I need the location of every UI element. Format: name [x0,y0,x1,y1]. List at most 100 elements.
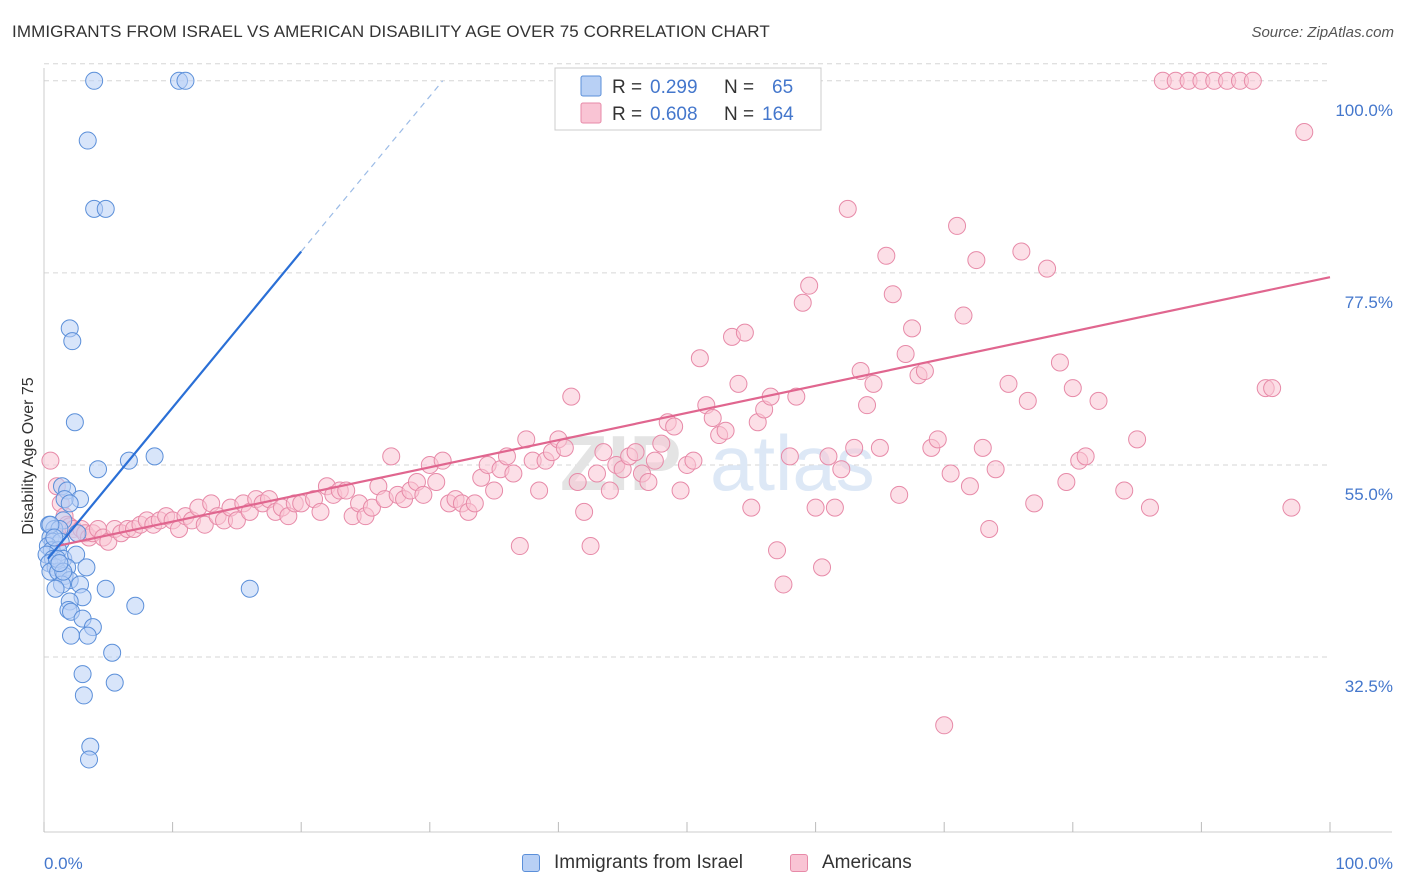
americans-point-153 [1012,242,1031,261]
stats-r-value-israel: 0.299 [650,77,698,98]
stats-r-label-americans: R = [612,104,642,125]
americans-point-149 [973,438,992,457]
israel-point-53 [78,626,97,645]
y-tick-label-3: 100.0% [1335,101,1393,120]
israel-point-9 [89,460,108,479]
stats-r-value-americans: 0.608 [650,104,698,125]
americans-point-138 [903,319,922,338]
tick-labels: 32.5% 55.0% 77.5% 100.0% 0.0% 100.0% [44,101,1393,873]
americans-point-99 [652,434,671,453]
americans-point-86 [568,473,587,492]
israel-point-35 [77,558,96,577]
chart-title: IMMIGRANTS FROM ISRAEL VS AMERICAN DISAB… [12,22,770,41]
americans-point-147 [960,477,979,496]
americans-point-134 [877,246,896,265]
stats-n-label-israel: N = [724,77,754,98]
americans-point-124 [813,558,832,577]
legend-swatch-israel [522,854,540,872]
israel-point-16 [60,494,79,513]
americans-point-97 [639,473,658,492]
americans-point-95 [626,443,645,462]
americans-point-64 [427,473,446,492]
americans-point-135 [883,285,902,304]
israel-point-44 [240,579,259,598]
americans-point-88 [581,537,600,556]
americans-point-118 [774,575,793,594]
israel-point-42 [46,579,65,598]
legend-label-israel: Immigrants from Israel [554,852,743,873]
americans-point-176 [1282,498,1301,517]
americans-point-112 [735,323,754,342]
israel-point-57 [74,686,93,705]
israel-trend-extension [300,80,444,252]
israel-point-43 [96,579,115,598]
americans-point-129 [845,438,864,457]
americans-point-109 [716,421,735,440]
americans-point-158 [1057,473,1076,492]
israel-point-5 [96,199,115,218]
americans-point-173 [1243,71,1262,90]
americans-point-57 [382,447,401,466]
legend-item-israel: Immigrants from Israel [522,852,743,874]
americans-point-140 [915,362,934,381]
americans-point-157 [1050,353,1069,372]
americans-point-0 [41,451,60,470]
americans-point-133 [870,438,889,457]
americans-point-54 [362,498,381,517]
americans-point-137 [896,344,915,363]
americans-point-104 [684,451,703,470]
americans-point-80 [530,481,549,500]
israel-point-52 [62,626,81,645]
americans-point-152 [999,374,1018,393]
stats-swatch-israel [580,75,602,97]
axes [43,68,1392,833]
x-tick-label-0: 0.0% [44,854,83,873]
source-label: Source: ZipAtlas.com [1251,24,1394,41]
y-tick-label-2: 77.5% [1345,293,1393,312]
americans-point-89 [587,464,606,483]
americans-point-162 [1089,391,1108,410]
americans-point-84 [555,438,574,457]
israel-point-7 [63,332,82,351]
israel-point-0 [85,71,104,90]
legend-label-americans: Americans [822,852,912,873]
americans-point-155 [1025,494,1044,513]
israel-point-8 [65,413,84,432]
americans-point-102 [671,481,690,500]
americans-point-128 [838,199,857,218]
americans-point-119 [780,447,799,466]
trend-lines [47,80,1331,560]
americans-point-34 [227,511,246,530]
israel-point-55 [73,665,92,684]
israel-point-59 [80,750,99,769]
americans-point-121 [793,293,812,312]
americans-point-90 [594,443,613,462]
americans-point-150 [980,519,999,538]
americans-point-126 [825,498,844,517]
americans-point-148 [967,251,986,270]
americans-point-131 [858,396,877,415]
americans-point-136 [890,485,909,504]
americans-point-117 [768,541,787,560]
israel-point-11 [145,447,164,466]
americans-point-107 [703,408,722,427]
stats-n-value-israel: 65 [772,77,793,98]
americans-point-159 [1063,379,1082,398]
israel-point-56 [105,673,124,692]
americans-point-77 [510,537,529,556]
americans-point-146 [954,306,973,325]
israel-point-3 [78,131,97,150]
americans-point-87 [575,502,594,521]
americans-point-76 [504,464,523,483]
americans-point-101 [665,417,684,436]
americans-point-156 [1038,259,1057,278]
israel-point-54 [103,643,122,662]
americans-point-163 [1115,481,1134,500]
x-tick-label-1: 100.0% [1335,854,1393,873]
grid-lines [44,63,1330,658]
stats-n-value-americans: 164 [762,104,794,125]
americans-point-29 [195,515,214,534]
stats-box: R = 0.299 N = 65 R = 0.608 N = 164 [554,67,822,131]
americans-point-177 [1295,123,1314,142]
y-axis-label: Disability Age Over 75 [20,377,37,535]
